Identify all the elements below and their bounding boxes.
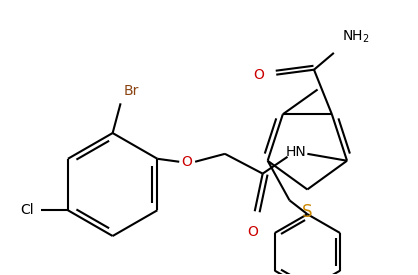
Text: HN: HN	[285, 145, 306, 159]
Text: Cl: Cl	[20, 203, 34, 217]
Text: O: O	[247, 225, 258, 239]
Text: O: O	[182, 155, 193, 169]
Text: NH$_2$: NH$_2$	[342, 29, 370, 45]
Text: O: O	[253, 68, 264, 82]
Text: Br: Br	[124, 84, 139, 98]
Text: S: S	[302, 203, 313, 221]
